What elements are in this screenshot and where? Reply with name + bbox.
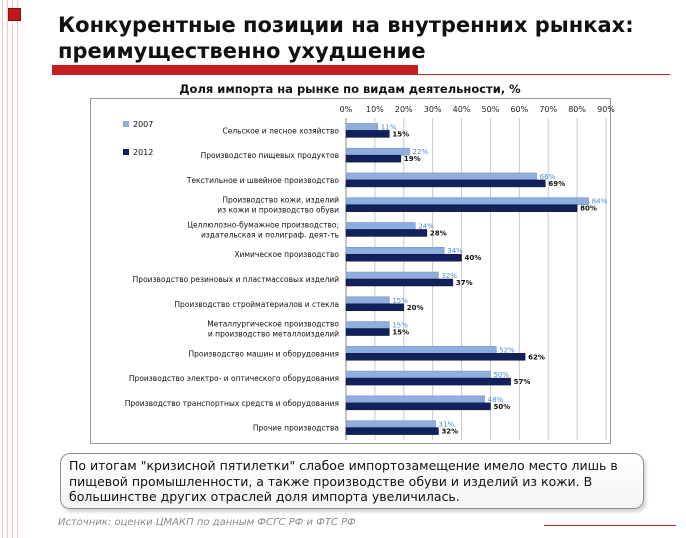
x-tick-label: 20% — [395, 105, 413, 114]
category-label: Текстильное и швейное производство — [186, 176, 340, 185]
bar-2007 — [345, 395, 485, 404]
data-label-2012: 62% — [528, 353, 545, 361]
data-label-2007: 48% — [488, 396, 504, 404]
category-label: Производство транспортных средств и обор… — [125, 399, 339, 408]
bar-2012 — [345, 303, 405, 312]
data-label-2012: 57% — [514, 378, 531, 386]
x-tick-label: 10% — [366, 105, 384, 114]
chart-title: Доля импорта на рынке по видам деятельно… — [179, 82, 521, 96]
category-label: Производство электро- и оптического обор… — [129, 374, 339, 383]
bar-2012 — [345, 154, 402, 163]
data-label-2007: 32% — [441, 272, 457, 280]
data-label-2012: 15% — [392, 130, 409, 138]
bar-2012 — [345, 328, 390, 336]
legend-swatch-2007 — [123, 121, 129, 127]
legend-label-2007: 2007 — [133, 120, 153, 129]
category-label: Целлюлозно-бумажное производство; издател… — [187, 220, 339, 239]
legend-label-2012: 2012 — [133, 148, 153, 157]
bar-2007 — [345, 370, 491, 379]
conclusion-note: По итогам "кризисной пятилетки" слабое и… — [60, 453, 644, 509]
data-label-2007: 52% — [499, 346, 515, 354]
bar-2012 — [345, 229, 428, 237]
category-label: Производство кожи, изделий из кожи и прои… — [217, 196, 339, 215]
bar-2007 — [345, 197, 589, 205]
bar-2007 — [345, 271, 439, 280]
bar-2007 — [345, 147, 410, 156]
x-tick-label: 0% — [340, 105, 353, 114]
title-underline-line — [418, 74, 670, 75]
data-label-2007: 24% — [418, 222, 434, 230]
data-label-2007: 50% — [493, 371, 509, 379]
x-tick-label: 90% — [597, 105, 615, 114]
bar-2012 — [345, 427, 439, 435]
data-label-2007: 34% — [447, 247, 463, 255]
data-label-2007: 15% — [392, 297, 408, 305]
data-label-2012: 19% — [404, 155, 421, 163]
bar-2007 — [345, 420, 436, 428]
data-label-2012: 32% — [441, 428, 458, 436]
bar-2007 — [345, 123, 379, 131]
data-label-2007: 15% — [392, 322, 408, 330]
data-label-2012: 69% — [548, 180, 565, 188]
category-label: Сельское и лесное хозяйство — [223, 126, 340, 135]
data-label-2012: 50% — [493, 403, 510, 411]
bar-2012 — [345, 377, 511, 386]
x-tick-label: 80% — [568, 105, 586, 114]
title-bullet-icon — [8, 8, 21, 21]
x-tick-label: 50% — [482, 105, 500, 114]
bar-2007 — [345, 321, 390, 329]
category-label: Производство машин и оборудования — [188, 349, 339, 358]
bar-2007 — [345, 222, 416, 230]
bar-2012 — [345, 130, 390, 138]
bar-2007 — [345, 172, 537, 181]
category-label: Металлургическое производство и производс… — [207, 320, 339, 339]
category-label: Химическое производство — [234, 250, 339, 259]
data-label-2007: 11% — [381, 123, 397, 131]
data-label-2012: 28% — [430, 229, 447, 237]
data-label-2012: 20% — [407, 304, 424, 312]
bar-2012 — [345, 278, 454, 287]
data-label-2007: 66% — [540, 173, 556, 181]
bar-2007 — [345, 296, 390, 305]
bar-2007 — [345, 346, 497, 354]
bar-2012 — [345, 353, 526, 361]
category-label: Производство стройматериалов и стекла — [174, 300, 339, 309]
decorative-stripes — [0, 0, 20, 538]
bar-2012 — [345, 204, 578, 212]
source-line — [544, 525, 676, 526]
bar-2012 — [345, 179, 546, 188]
category-label: Прочие производства — [253, 424, 339, 433]
x-tick-label: 60% — [510, 105, 528, 114]
legend-swatch-2012 — [123, 149, 129, 155]
category-label: Производство пищевых продуктов — [201, 151, 339, 160]
source-text: Источник: оценки ЦМАКП по данным ФСГС РФ… — [58, 517, 356, 528]
data-label-2012: 80% — [580, 205, 597, 213]
bar-2012 — [345, 402, 491, 411]
data-label-2012: 37% — [456, 279, 473, 287]
bar-2012 — [345, 253, 462, 262]
data-label-2007: 22% — [413, 148, 429, 156]
slide-title: Конкурентные позиции на внутренних рынка… — [58, 13, 634, 63]
data-label-2012: 40% — [465, 254, 482, 262]
x-tick-label: 70% — [539, 105, 557, 114]
category-label: Производство резиновых и пластмассовых и… — [133, 275, 339, 284]
bar-2007 — [345, 246, 445, 255]
title-underline-bar — [52, 65, 418, 75]
x-tick-label: 30% — [424, 105, 442, 114]
data-label-2012: 15% — [392, 329, 409, 337]
data-label-2007: 84% — [592, 198, 608, 206]
data-label-2007: 31% — [439, 421, 455, 429]
x-tick-label: 40% — [453, 105, 471, 114]
